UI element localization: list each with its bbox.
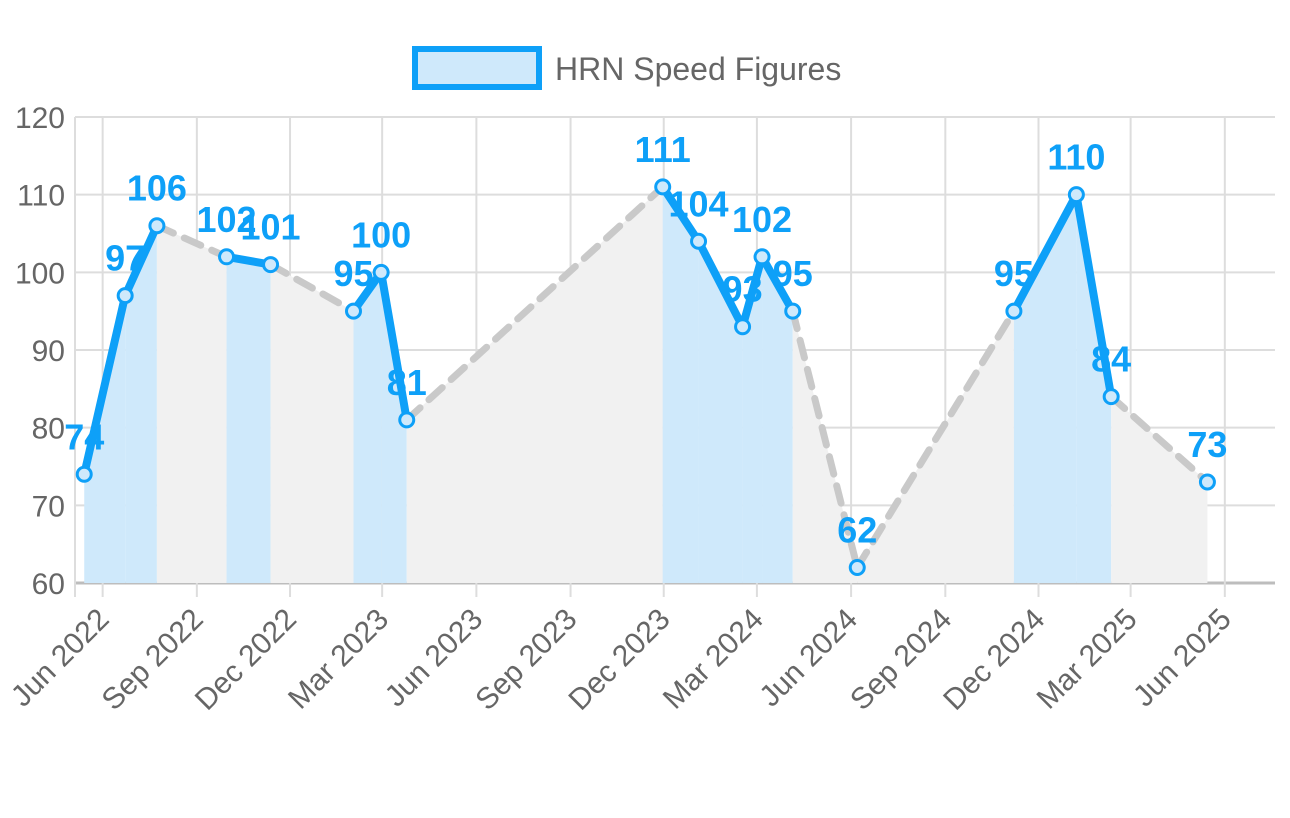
gap-segment xyxy=(267,261,357,315)
y-tick-label: 80 xyxy=(32,413,65,446)
race-area xyxy=(381,272,407,583)
data-point xyxy=(753,248,771,266)
data-point xyxy=(654,178,672,196)
race-segment xyxy=(121,221,161,300)
y-tick-label: 120 xyxy=(15,102,65,135)
data-label: 95 xyxy=(994,253,1034,294)
area-fills xyxy=(84,186,1208,583)
data-point xyxy=(734,318,752,336)
data-point xyxy=(344,302,362,320)
gap-area xyxy=(1111,396,1208,583)
data-label: 74 xyxy=(64,416,104,457)
race-segment xyxy=(658,182,703,246)
gap-segment xyxy=(403,183,667,424)
race-segment xyxy=(1009,190,1081,316)
gap-segment xyxy=(1107,393,1211,486)
race-area xyxy=(125,225,157,583)
data-point xyxy=(75,465,93,483)
race-segment xyxy=(758,252,797,316)
data-label: 102 xyxy=(196,199,256,240)
data-point xyxy=(218,248,236,266)
data-point xyxy=(848,558,866,576)
y-tick-label: 70 xyxy=(32,490,65,523)
data-point xyxy=(398,411,416,429)
data-label: 84 xyxy=(1091,339,1131,380)
x-tick-label: Sep 2024 xyxy=(844,603,958,717)
data-label: 101 xyxy=(241,207,301,248)
race-area xyxy=(1076,194,1112,583)
race-segment xyxy=(738,252,767,331)
data-label: 111 xyxy=(635,129,691,170)
data-point xyxy=(690,232,708,250)
data-point xyxy=(1102,388,1120,406)
x-tick-label: Mar 2024 xyxy=(657,603,770,716)
y-axis-ticks: 60 70 80 90 100 110 120 xyxy=(15,102,65,601)
race-segment xyxy=(1072,190,1116,401)
data-point xyxy=(1005,302,1023,320)
data-label: 100 xyxy=(351,214,411,255)
race-area xyxy=(84,295,126,583)
legend-label: HRN Speed Figures xyxy=(555,51,841,87)
series-lines xyxy=(80,182,1211,571)
x-tick-label: Mar 2025 xyxy=(1031,603,1144,716)
gap-segment xyxy=(853,307,1018,571)
data-label: 62 xyxy=(837,509,877,550)
data-point xyxy=(372,263,390,281)
gap-area xyxy=(270,264,354,583)
race-area xyxy=(226,256,271,583)
gap-area xyxy=(406,186,663,583)
data-labels: 7497106102101951008111110493102956295110… xyxy=(64,129,1227,551)
race-segment xyxy=(694,237,747,331)
x-tick-label: Dec 2022 xyxy=(189,603,303,717)
data-label: 106 xyxy=(127,168,187,209)
data-label: 102 xyxy=(732,199,792,240)
data-label: 73 xyxy=(1187,424,1227,465)
data-point xyxy=(148,217,166,235)
x-tick-label: Sep 2022 xyxy=(96,603,210,717)
x-tick-label: Dec 2024 xyxy=(937,603,1051,717)
gap-segment xyxy=(789,307,861,571)
race-area xyxy=(662,186,699,583)
data-point xyxy=(116,287,134,305)
x-tick-label: Mar 2023 xyxy=(282,603,395,716)
y-tick-label: 100 xyxy=(15,257,65,290)
x-tick-label: Jun 2025 xyxy=(1127,603,1238,714)
y-tick-label: 60 xyxy=(32,568,65,601)
x-tick-label: Dec 2023 xyxy=(563,603,677,717)
y-tick-label: 90 xyxy=(32,335,65,368)
data-point xyxy=(784,302,802,320)
y-tick-label: 110 xyxy=(17,180,65,213)
data-points xyxy=(75,178,1216,576)
data-label: 95 xyxy=(773,253,813,294)
data-label: 81 xyxy=(387,362,427,403)
legend[interactable]: HRN Speed Figures xyxy=(412,46,841,90)
gap-area xyxy=(156,225,227,583)
race-area xyxy=(1013,194,1077,583)
data-label: 93 xyxy=(723,269,763,310)
data-point xyxy=(1198,473,1216,491)
race-area xyxy=(762,256,793,583)
race-area xyxy=(353,272,382,583)
data-point xyxy=(262,256,280,274)
legend-swatch xyxy=(412,46,542,90)
race-area xyxy=(742,256,763,583)
gap-segment xyxy=(153,222,231,261)
data-label: 95 xyxy=(333,253,373,294)
race-area xyxy=(698,241,743,583)
data-label: 104 xyxy=(669,183,729,224)
data-point xyxy=(1067,186,1085,204)
x-tick-label: Sep 2023 xyxy=(469,603,583,717)
race-segment xyxy=(80,291,130,479)
data-label: 110 xyxy=(1047,137,1105,178)
data-label: 97 xyxy=(105,238,145,279)
race-segment xyxy=(377,268,411,424)
